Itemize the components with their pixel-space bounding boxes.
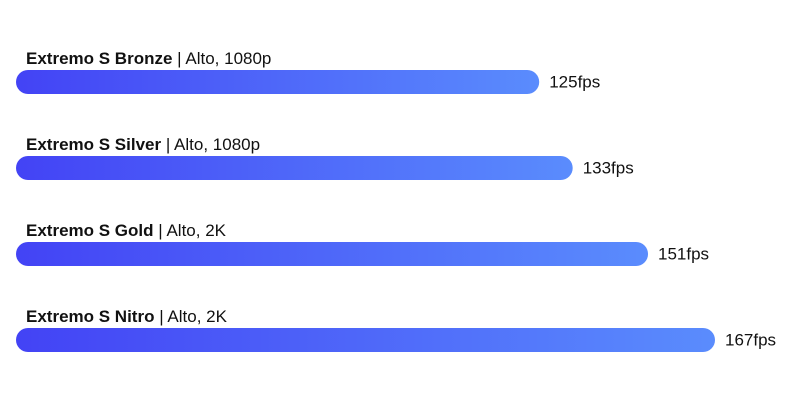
product-details: | Alto, 2K: [158, 221, 226, 240]
product-name: Extremo S Gold: [26, 221, 154, 240]
product-details: | Alto, 1080p: [166, 135, 260, 154]
value-label: 167fps: [725, 330, 776, 349]
product-name: Extremo S Bronze: [26, 49, 172, 68]
bar: [16, 156, 573, 180]
value-label: 133fps: [583, 158, 634, 177]
value-label: 125fps: [549, 72, 600, 91]
bar: [16, 70, 540, 94]
bar-label: Extremo S Silver | Alto, 1080p: [26, 135, 260, 154]
product-name: Extremo S Nitro: [26, 307, 154, 326]
bar-label: Extremo S Bronze | Alto, 1080p: [26, 49, 271, 68]
bar-label: Extremo S Gold | Alto, 2K: [26, 221, 227, 240]
bar: [16, 328, 715, 352]
product-details: | Alto, 1080p: [177, 49, 271, 68]
product-details: | Alto, 2K: [159, 307, 227, 326]
bar-label: Extremo S Nitro | Alto, 2K: [26, 307, 228, 326]
product-name: Extremo S Silver: [26, 135, 162, 154]
bar: [16, 242, 649, 266]
value-label: 151fps: [658, 244, 709, 263]
